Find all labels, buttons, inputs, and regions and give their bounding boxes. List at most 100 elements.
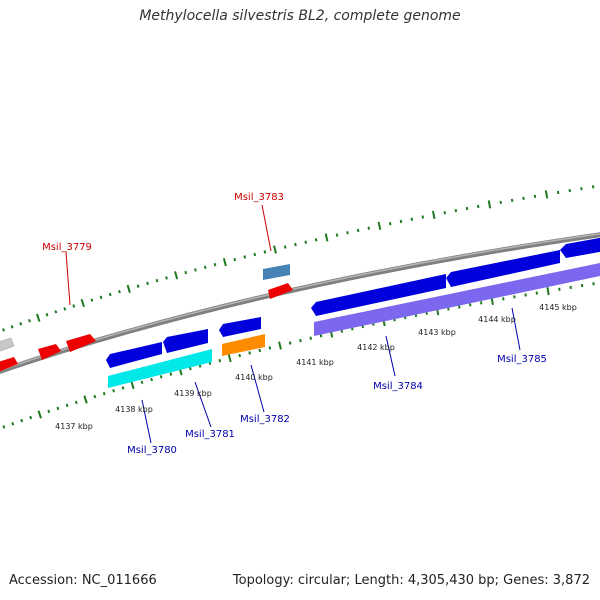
gene-block-orange[interactable] — [222, 334, 265, 356]
outer-ring-tick — [346, 231, 349, 235]
outer-ring-tick — [146, 281, 149, 286]
kbp-label-4144: 4144 kbp — [478, 315, 516, 324]
gene-labels: Msil_3779 Msil_3783 Msil_3780 Msil_3781 … — [42, 192, 547, 456]
gene-arrow-msil-3781[interactable] — [163, 329, 208, 353]
inner-ring-tick — [248, 351, 252, 355]
inner-ring-tick — [93, 394, 97, 399]
outer-ring-tick — [367, 226, 371, 230]
inner-ring-tick — [524, 293, 527, 297]
outer-ring-tick — [233, 257, 237, 262]
gene-arrow-red-small[interactable] — [38, 344, 61, 360]
gene-label-msil-3782[interactable]: Msil_3782 — [240, 414, 290, 425]
gene-arrow-red-edge[interactable] — [0, 357, 18, 372]
genome-backbone — [0, 232, 600, 374]
outer-ring-tick — [72, 304, 76, 308]
gene-arrow-msil-3783[interactable] — [268, 283, 293, 299]
outer-ring-tick — [63, 307, 67, 311]
inner-ring-tick — [479, 301, 483, 305]
outer-ring-tick — [283, 245, 287, 249]
gene-label-msil-3781[interactable]: Msil_3781 — [185, 429, 235, 440]
accession-text: Accession: NC_011666 — [9, 573, 157, 588]
outer-ring-tick — [388, 221, 392, 226]
gene-label-msil-3785[interactable]: Msil_3785 — [497, 354, 547, 365]
outer-ring-tick — [136, 284, 140, 288]
inner-ring-tick — [188, 366, 192, 371]
outer-ring-tick — [155, 278, 159, 283]
gene-arrow-msil-3785[interactable] — [446, 250, 560, 287]
gene-arrow-msil-3779[interactable] — [66, 334, 96, 352]
inner-ring-tick — [159, 375, 163, 379]
outer-ring-tick — [19, 322, 23, 326]
kbp-label-4141: 4141 kbp — [296, 358, 334, 367]
inner-ring-tick — [74, 400, 78, 405]
outer-ring-tick — [410, 217, 414, 221]
backbone-highlight — [0, 232, 600, 372]
kbp-label-4139: 4139 kbp — [174, 389, 212, 398]
inner-ring-tick — [457, 305, 461, 309]
outer-ring-tick — [522, 196, 525, 200]
inner-ring-tick — [121, 386, 125, 390]
kbp-label-4140: 4140 kbp — [235, 373, 273, 382]
outer-tick-ring — [2, 185, 595, 332]
gene-block-cyan[interactable] — [108, 349, 212, 388]
kbp-label-4138: 4138 kbp — [115, 405, 153, 414]
outer-ring-tick — [335, 233, 339, 237]
outer-ring-tick — [126, 284, 131, 293]
outer-ring-tick — [377, 221, 382, 231]
outer-ring-tick — [487, 200, 492, 209]
gene-label-msil-3783[interactable]: Msil_3783 — [234, 192, 284, 203]
outer-ring-tick — [222, 257, 227, 267]
outer-ring-tick — [108, 292, 112, 297]
inner-ring-tick — [130, 381, 135, 390]
gene-arrow-msil-3780[interactable] — [106, 342, 162, 368]
kbp-label-4145: 4145 kbp — [539, 303, 577, 312]
outer-ring-tick — [454, 208, 458, 213]
map-title: Methylocella silvestris BL2, complete ge… — [139, 8, 461, 24]
outer-ring-tick — [476, 204, 480, 209]
outer-ring-tick — [273, 245, 277, 254]
outer-ring-tick — [165, 276, 168, 280]
kbp-labels: 4137 kbp 4138 kbp 4139 kbp 4140 kbp 4141… — [55, 303, 577, 431]
inner-ring-tick — [140, 380, 144, 385]
kbp-label-4142: 4142 kbp — [357, 343, 395, 352]
outer-ring-tick — [28, 319, 31, 323]
inner-ring-tick — [468, 303, 472, 307]
outer-ring-tick — [499, 200, 502, 205]
gene-label-msil-3784[interactable]: Msil_3784 — [373, 381, 423, 392]
gene-arrow-edge-right[interactable] — [560, 237, 600, 258]
outer-ring-tick — [10, 325, 14, 329]
gene-arrow-grey[interactable] — [0, 337, 15, 352]
inner-ring-tick — [535, 291, 539, 295]
inner-ring-tick — [268, 346, 272, 350]
gene-arrow-msil-3782[interactable] — [219, 317, 261, 337]
inner-ring-tick — [258, 348, 262, 353]
outer-ring-tick — [174, 271, 179, 280]
inner-ring-tick — [218, 359, 222, 363]
inner-ring-tick — [447, 307, 450, 311]
inner-ring-tick — [20, 418, 24, 423]
inner-ring-tick — [56, 406, 60, 411]
outer-ring-tick — [243, 255, 247, 259]
gene-steel-block[interactable] — [263, 264, 290, 280]
gene-label-msil-3779[interactable]: Msil_3779 — [42, 242, 92, 253]
inner-ring-tick — [2, 425, 6, 429]
outer-ring-tick — [118, 289, 121, 294]
outer-ring-tick — [443, 211, 447, 215]
outer-ring-tick — [465, 206, 469, 211]
outer-ring-tick — [421, 215, 425, 219]
outer-ring-tick — [184, 270, 188, 275]
outer-ring-tick — [2, 328, 5, 332]
inner-ring-tick — [169, 372, 173, 376]
gene-label-msil-3780[interactable]: Msil_3780 — [127, 445, 177, 456]
inner-ring-tick — [299, 338, 302, 343]
gene-arrow-msil-3784[interactable] — [311, 274, 446, 316]
inner-ring-tick — [502, 297, 505, 301]
gene-block-purple[interactable] — [314, 262, 600, 336]
inner-ring-tick — [47, 409, 51, 414]
reverse-genes — [106, 237, 600, 388]
inner-ring-tick — [102, 391, 106, 396]
inner-ring-tick — [37, 410, 42, 419]
inner-ring-tick — [29, 415, 33, 420]
inner-ring-tick — [150, 377, 153, 382]
